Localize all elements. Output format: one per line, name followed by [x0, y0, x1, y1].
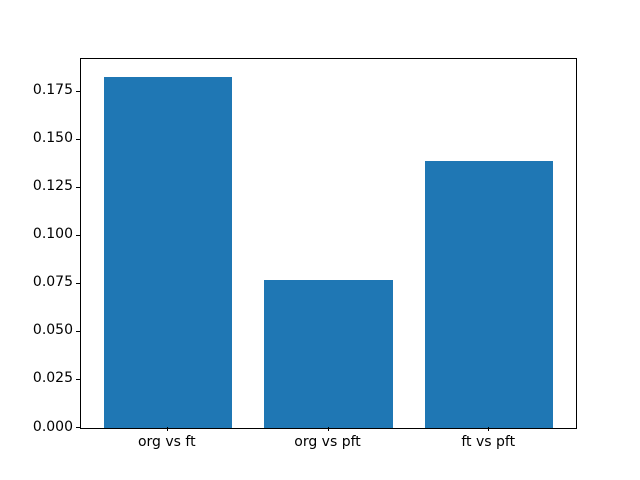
x-axis-tick-label-org-vs-pft: org vs pft	[294, 434, 361, 450]
y-axis-tick-mark	[76, 427, 80, 428]
x-axis-tick-mark	[327, 427, 329, 431]
plot-area	[80, 58, 577, 429]
y-axis-tick-label: 0.150	[32, 130, 73, 147]
y-axis-tick-mark	[76, 138, 80, 140]
bar-org-vs-pft	[264, 280, 393, 428]
y-axis-tick-mark	[76, 330, 80, 332]
x-axis-tick-label-ft-vs-pft: ft vs pft	[461, 434, 516, 450]
y-axis-tick-mark	[76, 234, 80, 236]
y-axis-tick-label: 0.000	[32, 418, 73, 435]
y-axis-tick-label: 0.025	[32, 370, 73, 387]
y-axis-tick-label: 0.125	[32, 178, 73, 195]
y-axis-tick-label: 0.175	[32, 82, 73, 99]
x-axis-tick-label-org-vs-ft: org vs ft	[137, 434, 196, 450]
y-axis-tick-mark	[76, 378, 80, 380]
x-axis-tick-mark	[488, 427, 490, 431]
bar-org-vs-ft	[103, 76, 233, 428]
x-axis-tick-mark	[166, 427, 168, 431]
y-axis-tick-label: 0.050	[32, 322, 73, 339]
bar-ft-vs-pft	[424, 161, 554, 428]
y-axis-tick-mark	[76, 186, 80, 188]
y-axis-tick-label: 0.075	[32, 274, 73, 291]
y-axis-tick-mark	[76, 90, 80, 92]
y-axis-tick-mark	[76, 282, 80, 284]
y-axis-tick-label: 0.100	[32, 226, 73, 243]
